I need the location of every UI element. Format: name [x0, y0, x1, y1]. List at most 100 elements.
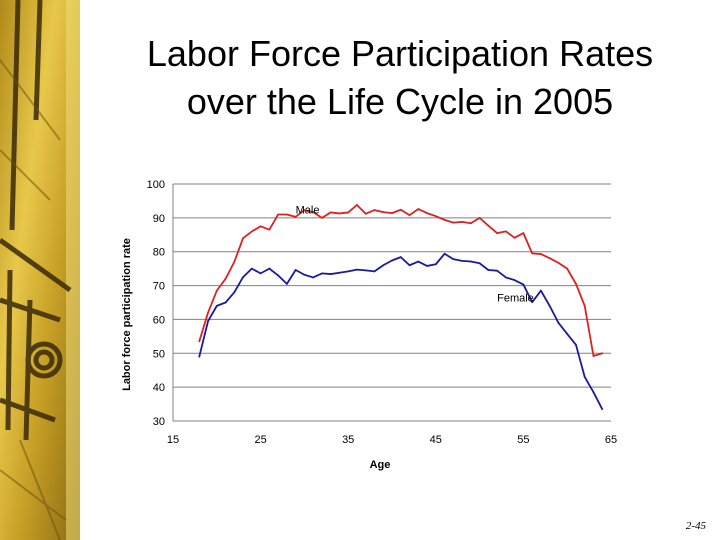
data-point-male [382, 211, 385, 214]
y-tick-label: 40 [153, 382, 165, 394]
data-point-female [583, 376, 586, 378]
data-point-female [373, 270, 376, 273]
series-label-female: Female [497, 293, 534, 305]
data-point-male [557, 261, 560, 264]
data-point-male [338, 212, 341, 215]
data-point-male [277, 213, 280, 216]
data-point-male [250, 230, 253, 233]
data-point-female [382, 264, 385, 267]
grid-layer [173, 183, 611, 388]
data-point-female [207, 320, 209, 323]
slide-title-line-2: over the Life Cycle in 2005 [186, 81, 614, 122]
data-point-female [417, 260, 420, 263]
data-point-female [233, 291, 236, 294]
slide-title-line-1: Labor Force Participation Rates [146, 33, 654, 74]
data-point-male [224, 277, 227, 280]
y-tick-label: 60 [153, 314, 165, 326]
data-point-female [303, 273, 306, 276]
data-point-female [224, 301, 227, 304]
data-point-female [242, 276, 244, 279]
series-label-male: Male [296, 205, 320, 217]
data-point-male [443, 218, 446, 221]
label-layer: 30 40 50 60 70 80 90 100 15 25 35 45 55 65 Age Labor fo… [121, 179, 617, 471]
data-point-male [566, 267, 569, 270]
x-tick-label: 15 [167, 434, 179, 446]
data-point-female [557, 321, 560, 324]
data-point-female [592, 391, 595, 394]
axis-layer [172, 184, 611, 422]
data-point-male [373, 209, 376, 211]
data-point-male [391, 212, 393, 215]
data-point-female [391, 259, 393, 262]
data-point-female [338, 271, 341, 274]
data-point-female [250, 267, 253, 270]
x-tick-label: 35 [342, 434, 354, 446]
data-point-male [452, 221, 455, 224]
y-tick-label: 70 [153, 281, 165, 293]
data-point-male [592, 355, 595, 357]
y-tick-label: 50 [153, 348, 165, 360]
data-point-female [347, 270, 350, 273]
data-point-female [408, 264, 411, 267]
data-point-female [566, 333, 569, 335]
data-point-male [522, 232, 525, 234]
data-point-female [426, 265, 428, 267]
data-point-female [478, 262, 481, 265]
x-tick-label: 65 [605, 434, 617, 446]
data-point-male [434, 215, 437, 218]
data-point-male [294, 215, 297, 218]
data-point-male [347, 211, 350, 214]
series-layer [198, 204, 604, 411]
data-point-female [259, 272, 262, 275]
data-point-female [434, 263, 437, 266]
data-point-female [575, 343, 577, 346]
y-axis-label: Labor force participation rate [121, 238, 133, 391]
y-tick-label: 90 [153, 213, 165, 225]
data-point-male [531, 252, 534, 255]
data-point-male [198, 340, 201, 343]
data-point-female [443, 252, 446, 255]
x-axis-label: Age [370, 459, 391, 471]
data-point-male [426, 212, 428, 215]
data-point-male [469, 222, 472, 225]
data-point-male [417, 208, 420, 210]
data-point-female [321, 272, 323, 275]
data-point-male [513, 236, 516, 239]
data-point-male [303, 209, 306, 211]
slide-title: Labor Force Participation Rates over the… [80, 30, 720, 126]
y-tick-label: 100 [147, 179, 165, 191]
data-point-male [583, 304, 586, 307]
x-tick-label: 25 [254, 434, 266, 446]
y-tick-label: 30 [153, 416, 165, 428]
data-point-female [461, 259, 463, 262]
data-point-male [356, 204, 358, 206]
data-point-female [268, 267, 271, 270]
data-point-female [513, 279, 516, 282]
decorative-sidebar-image [0, 0, 80, 540]
data-point-female [522, 283, 525, 286]
data-point-female [531, 301, 534, 304]
series-line-male [198, 204, 603, 357]
data-point-male [504, 230, 507, 233]
participation-line-chart: 30 40 50 60 70 80 90 100 15 25 35 45 55 65 Age Labor fo… [121, 179, 617, 471]
data-point-male [321, 216, 323, 219]
x-tick-label: 45 [430, 434, 442, 446]
data-point-male [461, 221, 463, 223]
data-point-male [496, 232, 499, 234]
series-line-female [198, 252, 604, 410]
data-point-female [329, 273, 332, 275]
data-point-male [259, 225, 262, 228]
data-point-female [356, 268, 358, 271]
data-point-male [364, 212, 367, 215]
data-point-male [408, 214, 411, 217]
data-point-male [268, 228, 271, 231]
data-point-female [540, 289, 542, 292]
decorative-sidebar [0, 0, 80, 540]
data-point-female [198, 355, 201, 358]
data-point-male [242, 237, 244, 240]
data-point-female [285, 282, 288, 285]
data-point-female [487, 269, 490, 271]
data-point-male [601, 352, 604, 355]
data-point-female [601, 408, 604, 411]
data-point-female [452, 258, 455, 261]
